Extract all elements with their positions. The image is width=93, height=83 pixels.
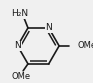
Text: H₂N: H₂N (11, 9, 29, 18)
Text: N: N (45, 23, 52, 32)
Text: OMe: OMe (11, 72, 30, 81)
Text: OMe: OMe (77, 41, 93, 50)
Text: N: N (14, 41, 21, 50)
